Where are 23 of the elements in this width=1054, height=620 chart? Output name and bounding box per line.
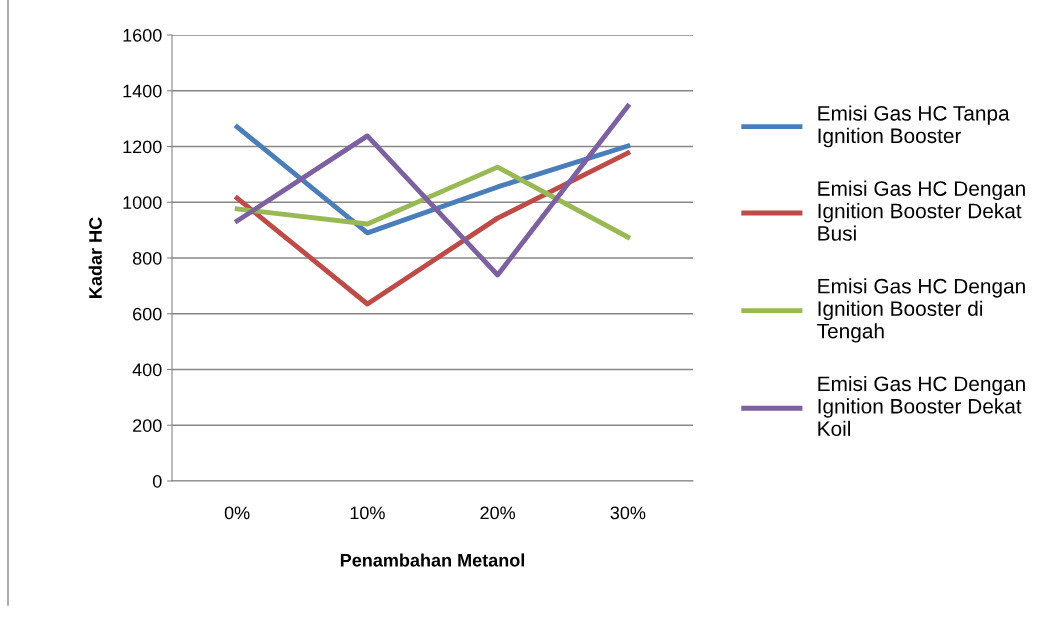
y-axis-title: Kadar HC [88, 217, 102, 298]
x-tick-label: 0% [224, 506, 250, 520]
line-series [234, 124, 631, 236]
x-axis-title: Penambahan Metanol [340, 553, 525, 567]
y-tick-label: 1000 [123, 196, 162, 209]
legend-label: Emisi Gas HC Dengan Ignition Booster Dekat Koil [818, 375, 1025, 437]
line-series [234, 103, 631, 278]
y-tick-label: 800 [132, 251, 162, 265]
y-tick-label: 600 [133, 307, 162, 321]
y-tick-label: 0 [152, 474, 162, 488]
x-tick-label: 10% [350, 506, 385, 520]
x-tick-label: 20% [480, 506, 516, 520]
legend-label: Emisi Gas HC Dengan Ignition Booster Dekat Busi [818, 180, 1025, 241]
legend-label: Emisi Gas HC Dengan Ignition Booster di Tengah [817, 278, 1025, 343]
legend-label: Emisi Gas HC Tanpa Ignition Booster [818, 105, 1010, 148]
y-tick-label: 1600 [123, 28, 162, 42]
line-series [234, 164, 631, 240]
x-tick-label: 30% [610, 506, 646, 520]
y-tick-label: 1400 [123, 84, 162, 98]
y-tick-label: 200 [133, 419, 162, 432]
y-tick-label: 400 [132, 363, 162, 377]
line-series [234, 150, 631, 307]
y-tick-label: 1200 [123, 140, 162, 154]
